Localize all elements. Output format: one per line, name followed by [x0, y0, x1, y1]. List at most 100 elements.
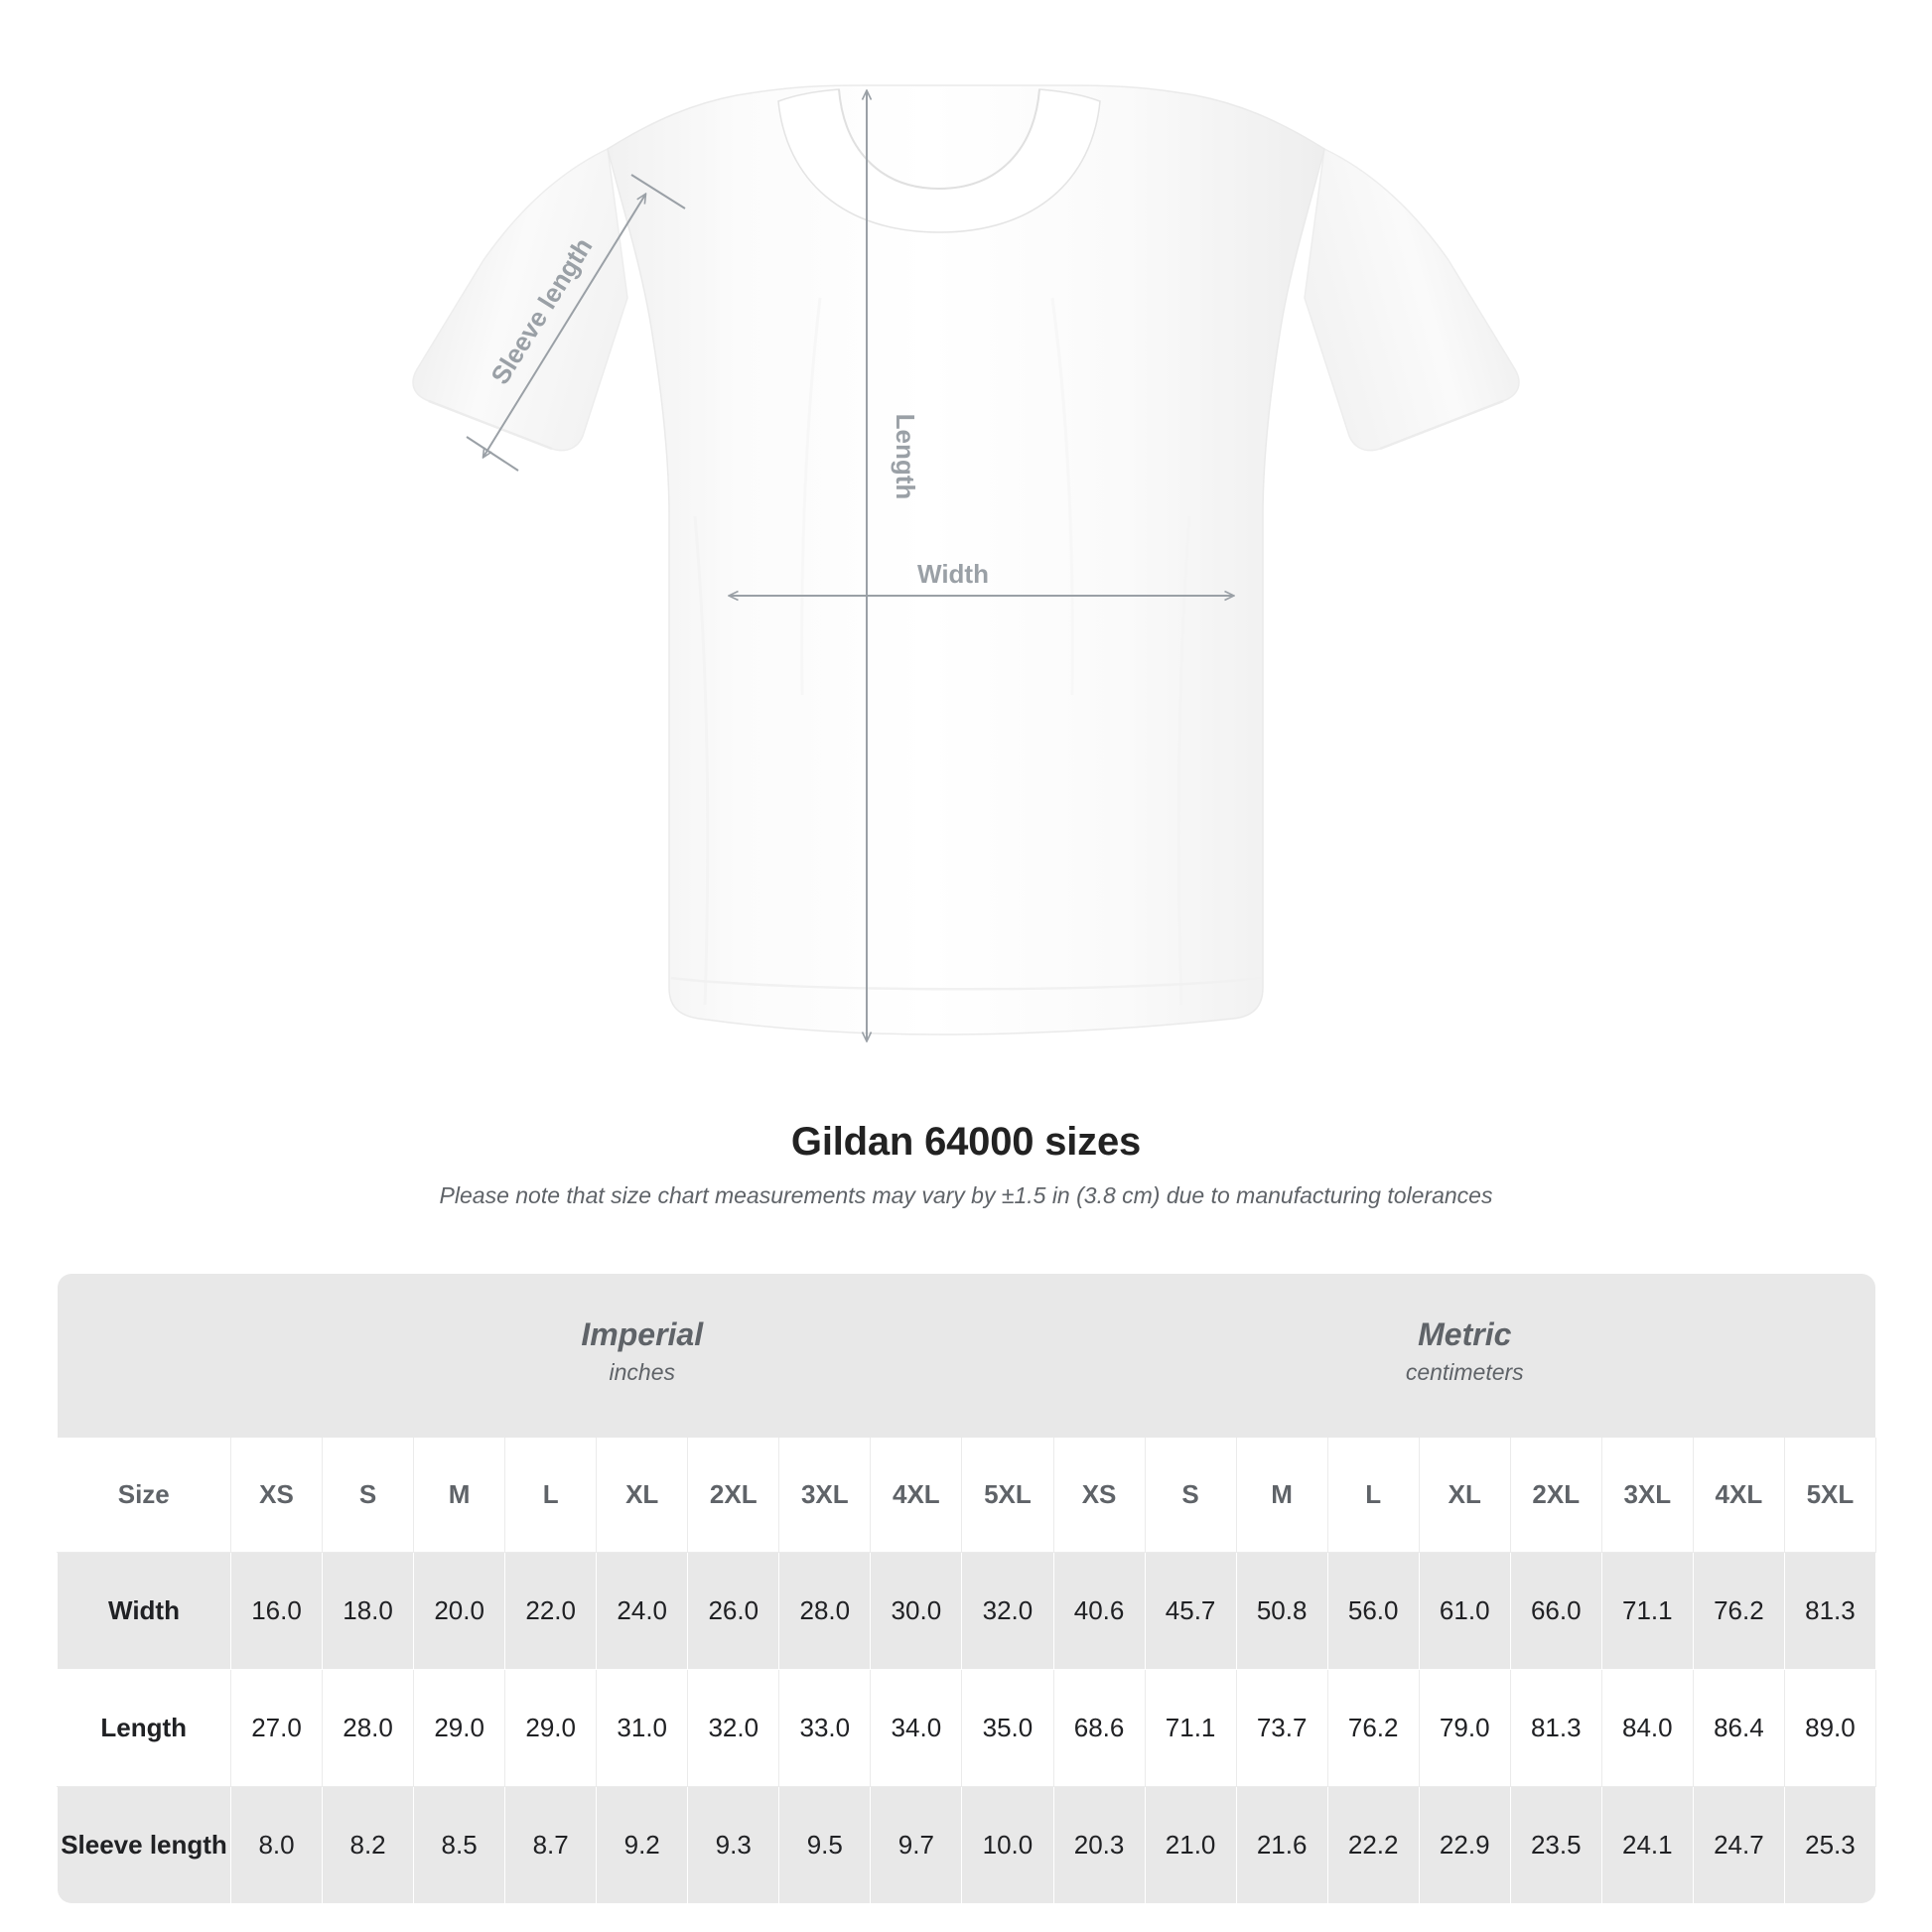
measurement-cell: 9.7	[870, 1785, 963, 1904]
tshirt-illustration: Length Width Sleeve length	[412, 84, 1520, 1112]
measurement-cell: 71.1	[1144, 1668, 1237, 1787]
size-header-label: Size	[57, 1438, 231, 1553]
title-block: Gildan 64000 sizes Please note that size…	[0, 1120, 1932, 1209]
sleeve-guide-line	[483, 195, 645, 457]
measurement-cell: 71.1	[1600, 1551, 1694, 1670]
measurement-cell: 32.0	[687, 1668, 780, 1787]
unit-group-metric: Metric centimeters	[1053, 1274, 1876, 1438]
measurement-cell: 10.0	[961, 1785, 1054, 1904]
table-row: Length 27.0 28.0 29.0 29.0 31.0 32.0 33.0 34.0 35…	[57, 1668, 1876, 1787]
measurement-cell: 29.0	[413, 1668, 506, 1787]
measurement-cell: 18.0	[322, 1551, 415, 1670]
measurement-cell: 81.3	[1783, 1551, 1876, 1670]
length-label-text: Length	[891, 414, 920, 500]
row-label: Length	[57, 1668, 231, 1787]
size-header-cell: L	[1326, 1438, 1420, 1553]
measurement-guides	[466, 91, 1233, 1040]
size-header-cell: S	[322, 1438, 415, 1553]
measurement-cell: 66.0	[1509, 1551, 1602, 1670]
measurement-cell: 56.0	[1326, 1551, 1420, 1670]
measurement-cell: 24.1	[1600, 1785, 1694, 1904]
unit-group-name: Imperial	[581, 1316, 704, 1353]
measurement-cell: 24.7	[1692, 1785, 1785, 1904]
measurement-cell: 22.2	[1326, 1785, 1420, 1904]
size-header-cell: XL	[1418, 1438, 1511, 1553]
measurement-cell: 8.2	[322, 1785, 415, 1904]
measurement-cell: 33.0	[778, 1668, 872, 1787]
size-header-cell: XS	[229, 1438, 324, 1553]
measurement-cell: 21.0	[1144, 1785, 1237, 1904]
sleeve-tick-top	[630, 174, 686, 209]
measurement-cell: 34.0	[870, 1668, 963, 1787]
measurement-cell: 31.0	[596, 1668, 689, 1787]
measurement-cell: 9.2	[596, 1785, 689, 1904]
size-header-row: Size XS S M L XL 2XL 3XL 4XL 5XL XS S M L XL 2XL 3XL 4XL 5…	[57, 1438, 1876, 1553]
width-label-text: Width	[917, 559, 989, 589]
measurement-cell: 9.5	[778, 1785, 872, 1904]
measurement-cell: 22.9	[1418, 1785, 1511, 1904]
measurement-cell: 29.0	[504, 1668, 598, 1787]
unit-group-name: Metric	[1418, 1316, 1512, 1353]
measurement-cell: 68.6	[1052, 1668, 1146, 1787]
row-label: Sleeve length	[57, 1785, 231, 1904]
measurement-cell: 35.0	[961, 1668, 1054, 1787]
measurement-cell: 40.6	[1052, 1551, 1146, 1670]
size-header-cell: 5XL	[961, 1438, 1054, 1553]
sleeve-tick-bottom	[466, 436, 519, 472]
measurement-cell: 20.0	[413, 1551, 506, 1670]
measurement-cell: 27.0	[229, 1668, 324, 1787]
measurement-cell: 26.0	[687, 1551, 780, 1670]
measurement-cell: 61.0	[1418, 1551, 1511, 1670]
row-label: Width	[57, 1551, 231, 1670]
size-header-cell: 3XL	[778, 1438, 872, 1553]
size-table: Imperial inches Metric centimeters Size XS S M L…	[57, 1274, 1876, 1904]
measurement-cell: 79.0	[1418, 1668, 1511, 1787]
measurement-cell: 73.7	[1235, 1668, 1328, 1787]
size-header-cell: M	[413, 1438, 506, 1553]
measurement-cell: 20.3	[1052, 1785, 1146, 1904]
page-title: Gildan 64000 sizes	[790, 1120, 1142, 1164]
size-header-cell: 4XL	[870, 1438, 963, 1553]
table-row: Sleeve length 8.0 8.2 8.5 8.7 9.2 9.3 9.5 9.7 10.…	[57, 1785, 1876, 1904]
measurement-cell: 21.6	[1235, 1785, 1328, 1904]
measurement-cell: 50.8	[1235, 1551, 1328, 1670]
size-header-cell: 3XL	[1600, 1438, 1694, 1553]
unit-group-sub: centimeters	[1405, 1359, 1524, 1386]
size-header-cell: XS	[1052, 1438, 1146, 1553]
measurement-cell: 28.0	[322, 1668, 415, 1787]
table-row: Width 16.0 18.0 20.0 22.0 24.0 26.0 28.0 30.0 32.…	[57, 1551, 1876, 1670]
measurement-cell: 76.2	[1326, 1668, 1420, 1787]
measurement-cell: 84.0	[1600, 1668, 1694, 1787]
size-header-cell: L	[504, 1438, 598, 1553]
measurement-cell: 45.7	[1144, 1551, 1237, 1670]
measurement-cell: 81.3	[1509, 1668, 1602, 1787]
tolerance-note: Please note that size chart measurements…	[439, 1182, 1493, 1208]
measurement-cell: 8.7	[504, 1785, 598, 1904]
unit-group-sub: inches	[609, 1359, 675, 1386]
size-header-cell: XL	[596, 1438, 689, 1553]
measurement-cell: 32.0	[961, 1551, 1054, 1670]
measurement-cell: 76.2	[1692, 1551, 1785, 1670]
table-corner-cell	[57, 1274, 231, 1438]
measurement-cell: 22.0	[504, 1551, 598, 1670]
size-header-cell: 4XL	[1692, 1438, 1785, 1553]
measurement-cell: 24.0	[596, 1551, 689, 1670]
size-header-cell: S	[1144, 1438, 1237, 1553]
size-header-cell: 5XL	[1783, 1438, 1876, 1553]
measurement-cell: 23.5	[1509, 1785, 1602, 1904]
measurement-cell: 8.0	[229, 1785, 324, 1904]
size-header-cell: M	[1235, 1438, 1328, 1553]
measurement-cell: 30.0	[870, 1551, 963, 1670]
measurement-cell: 9.3	[687, 1785, 780, 1904]
measurement-cell: 25.3	[1783, 1785, 1876, 1904]
size-header-cell: 2XL	[1509, 1438, 1602, 1553]
measurement-cell: 16.0	[229, 1551, 324, 1670]
measurement-cell: 86.4	[1692, 1668, 1785, 1787]
size-header-cell: 2XL	[687, 1438, 780, 1553]
size-table-wrapper: Imperial inches Metric centimeters Size XS S M L…	[57, 1274, 1876, 1904]
unit-header-row: Imperial inches Metric centimeters	[57, 1274, 1876, 1438]
measurement-cell: 89.0	[1783, 1668, 1876, 1787]
unit-group-imperial: Imperial inches	[230, 1274, 1054, 1438]
measurement-cell: 8.5	[413, 1785, 506, 1904]
